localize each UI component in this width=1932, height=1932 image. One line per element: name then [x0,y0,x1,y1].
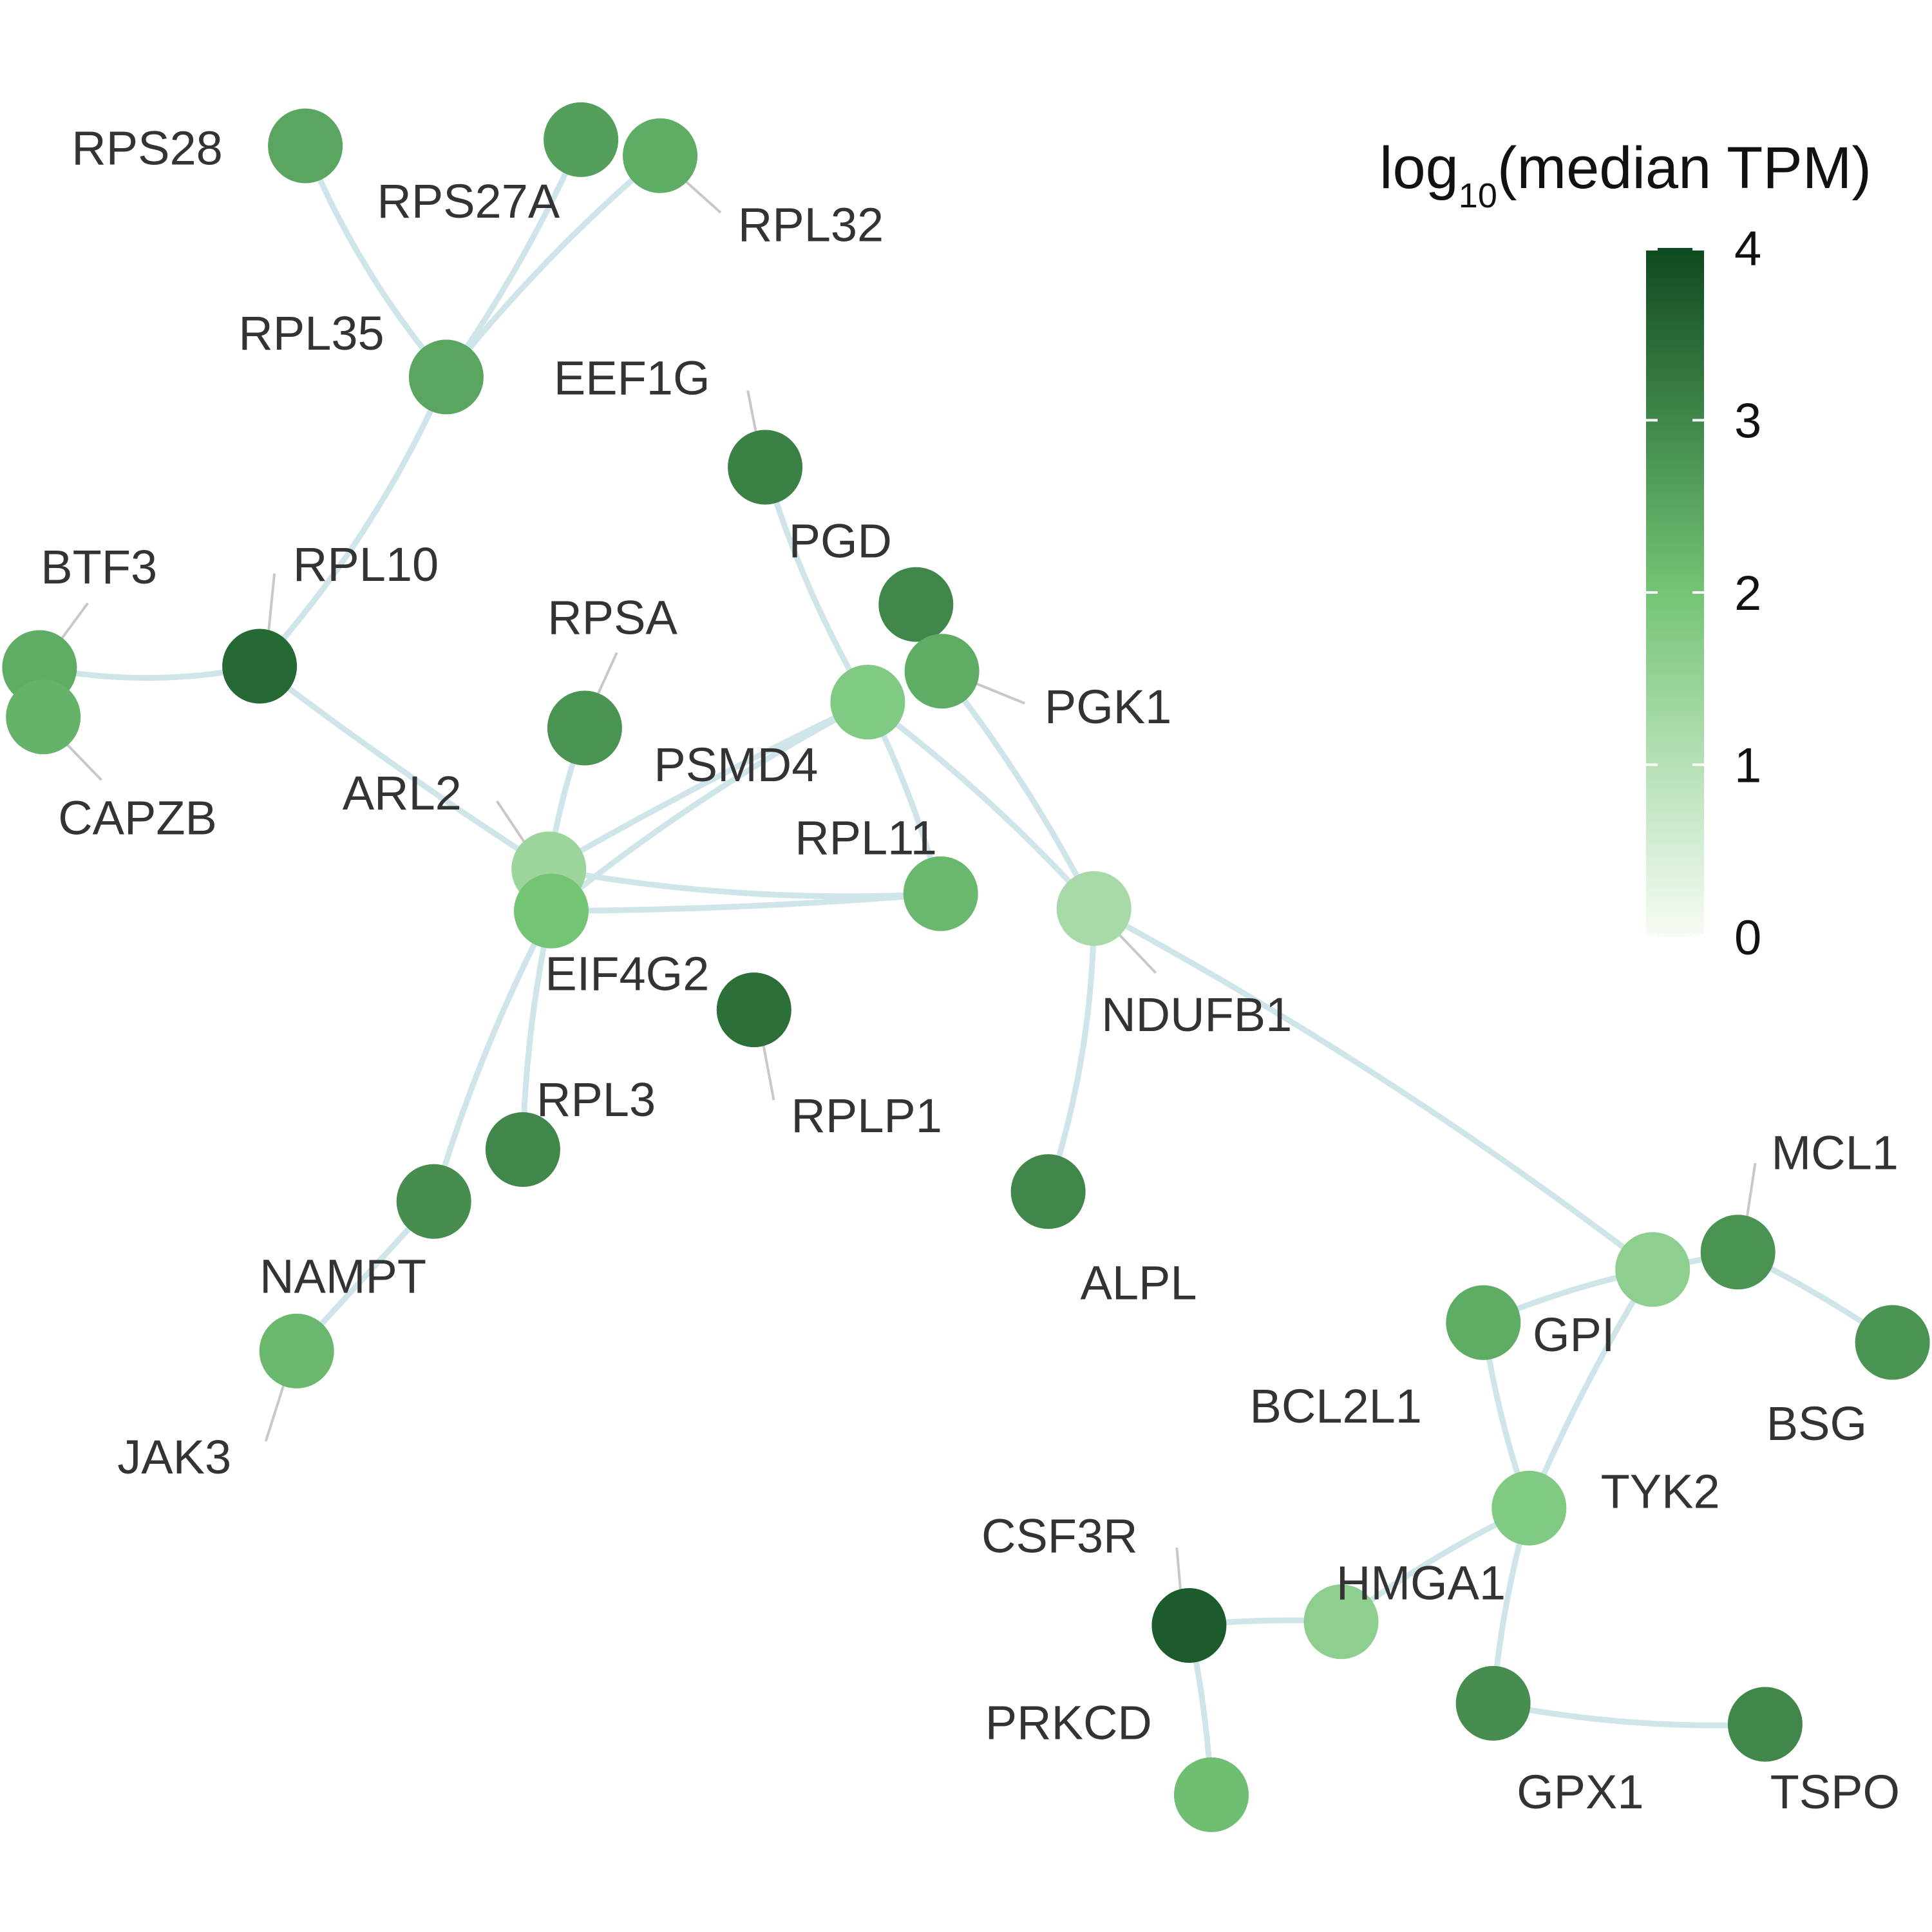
node-label-bcl2l1: BCL2L1 [1250,1379,1422,1433]
node-label-tyk2: TYK2 [1601,1465,1720,1519]
node-pgk1[interactable] [904,634,980,709]
node-label-rpl11: RPL11 [795,811,937,864]
node-label-btf3: BTF3 [41,540,157,594]
legend-title-subscript: 10 [1459,176,1497,215]
legend-tick-label: 1 [1734,739,1761,793]
edge-rpl10-arl2 [256,663,552,872]
node-label-capzb: CAPZB [58,791,217,845]
node-label-alpl: ALPL [1081,1256,1197,1309]
node-label-prkcd: PRKCD [985,1696,1152,1750]
node-label-eif4g2: EIF4G2 [545,947,709,1000]
edge-eif4g2-nampt [431,908,554,1205]
node-rpl32[interactable] [623,118,697,193]
node-label-pgd: PGD [789,515,892,568]
node-label-rpl32: RPL32 [738,198,884,251]
node-label-ndufb1: NDUFB1 [1101,988,1292,1041]
legend-tick-label: 3 [1734,394,1761,449]
legend-title: log10(median TPM) [1379,135,1871,215]
node-label-psmd4: PSMD4 [654,738,818,791]
nodes-layer [2,102,1930,1832]
legend-ticks: 0 1 2 3 4 [1646,222,1761,965]
legend-tick-label: 2 [1734,566,1761,621]
node-rpl11[interactable] [903,856,978,931]
node-label-csf3r: CSF3R [981,1510,1138,1563]
edge-eif4g2-rpl11 [548,891,944,914]
edge-psmd4-arl2 [545,699,871,872]
node-nampt[interactable] [396,1164,471,1239]
node-label-rpl10: RPL10 [293,538,439,591]
edge-ndufb1-alpl [1045,905,1097,1195]
edge-psmd4-ndufb1 [864,699,1097,912]
node-prkcd[interactable] [1174,1757,1249,1832]
node-label-arl2: ARL2 [343,766,462,820]
leader-eef1g [746,390,758,435]
node-label-tspo: TSPO [1770,1765,1900,1819]
node-jak3[interactable] [259,1313,334,1388]
leader-rpl10 [267,573,276,636]
node-hmga1[interactable] [1303,1584,1379,1660]
node-label-gpi: GPI [1533,1308,1615,1361]
node-bsg[interactable] [1855,1305,1930,1380]
node-label-jak3: JAK3 [117,1430,231,1484]
node-eef1g[interactable] [728,430,803,505]
node-rpl35[interactable] [408,339,484,415]
node-gpx1[interactable] [1455,1665,1531,1741]
edge-gpx1-tspo [1490,1700,1768,1728]
edge-rpl32-rpl35 [443,153,663,380]
edges-layer [36,137,1896,1798]
node-rps28[interactable] [268,108,343,184]
node-label-rps28: RPS28 [71,121,222,175]
edge-eef1g-psmd4 [762,464,871,705]
legend-tick-label: 4 [1734,222,1761,276]
node-rpl10[interactable] [222,629,298,704]
node-eif4g2[interactable] [514,873,589,949]
node-gpi[interactable] [1615,1232,1690,1307]
legend-tick-label: 0 [1734,911,1761,965]
node-pgd[interactable] [878,567,954,642]
node-label-mcl1: MCL1 [1772,1126,1899,1180]
legend-title-suffix: (median TPM) [1497,135,1871,201]
node-mcl1[interactable] [1700,1215,1776,1290]
node-tyk2[interactable] [1492,1470,1567,1546]
node-label-rpl35: RPL35 [238,307,384,360]
node-alpl[interactable] [1010,1154,1086,1229]
node-psmd4[interactable] [830,665,905,740]
node-label-rps27a: RPS27A [377,175,560,228]
node-ndufb1[interactable] [1056,871,1132,946]
node-label-hmga1: HMGA1 [1336,1557,1506,1610]
edge-arl2-rpl11 [545,866,944,900]
leader-rpl32 [683,179,722,214]
node-label-gpx1: GPX1 [1517,1765,1643,1819]
node-label-nampt: NAMPT [260,1250,426,1303]
node-label-rplp1: RPLP1 [791,1089,942,1142]
node-label-pgk1: PGK1 [1045,680,1171,734]
node-label-rpl3: RPL3 [536,1073,656,1126]
edge-pgk1-ndufb1 [939,668,1097,912]
node-label-bsg: BSG [1766,1397,1867,1450]
node-bcl2l1[interactable] [1446,1285,1521,1360]
edge-rpl35-rpl10 [256,374,450,669]
node-rpl3[interactable] [485,1112,560,1187]
leader-capzb [63,741,102,781]
node-csf3r[interactable] [1151,1588,1227,1663]
node-label-rpsa: RPSA [547,591,677,645]
edge-ndufb1-gpi [1091,905,1656,1273]
node-rpsa[interactable] [547,690,622,766]
node-tspo[interactable] [1727,1687,1803,1762]
color-legend: log10(median TPM) 0 1 2 3 4 [1379,135,1871,965]
node-label-eef1g: EEF1G [554,351,710,404]
node-capzb[interactable] [6,679,81,755]
node-rps27a[interactable] [544,102,619,177]
node-rplp1[interactable] [716,972,791,1048]
legend-title-prefix: log [1379,135,1459,201]
